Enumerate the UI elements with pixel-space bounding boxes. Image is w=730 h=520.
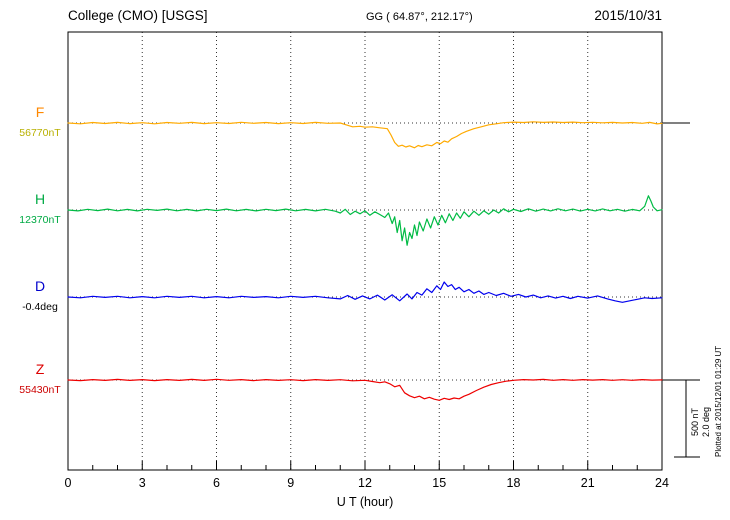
trace-basevalue-F: 56770nT [19,127,61,139]
x-tick-label: 6 [213,476,220,490]
x-axis-label: U T (hour) [336,495,394,509]
trace-basevalue-Z: 55430nT [19,384,61,396]
geo-coordinates: GG ( 64.87°, 212.17°) [366,11,473,23]
x-tick-label: 21 [580,476,595,490]
plot-timestamp: Plotted at 2015/12/01 01:29 UT [714,345,723,457]
scalebar-label-nt: 500 nT [690,407,700,437]
station-title: College (CMO) [USGS] [68,8,208,23]
trace-basevalue-D: -0.4deg [22,301,58,313]
x-tick-label: 3 [138,476,146,490]
x-tick-label: 0 [64,476,72,490]
x-tick-label: 15 [432,476,447,490]
x-tick-label: 18 [506,476,521,490]
trace-basevalue-H: 12370nT [19,214,61,226]
plot-date: 2015/10/31 [594,8,662,23]
trace-letter-D: D [34,278,46,294]
x-tick-label: 24 [655,476,669,490]
x-tick-label: 9 [287,476,295,490]
scalebar-label-deg: 2.0 deg [701,406,711,438]
trace-letter-H: H [34,191,46,207]
trace-letter-F: F [35,104,45,120]
x-tick-label: 12 [358,476,372,490]
trace-letter-Z: Z [35,361,45,377]
